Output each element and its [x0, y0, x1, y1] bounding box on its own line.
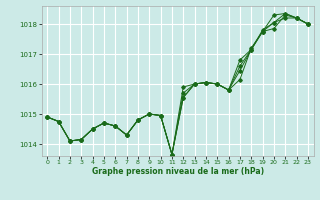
X-axis label: Graphe pression niveau de la mer (hPa): Graphe pression niveau de la mer (hPa)	[92, 167, 264, 176]
